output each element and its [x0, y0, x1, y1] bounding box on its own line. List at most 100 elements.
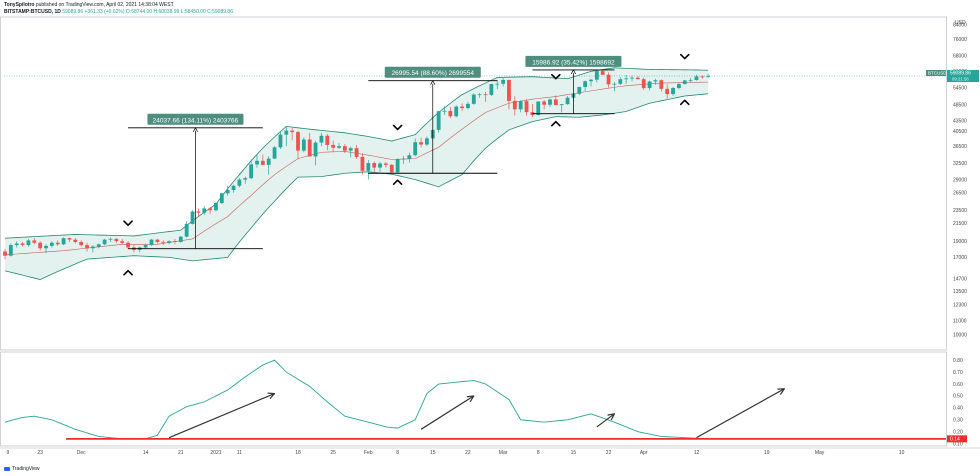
- indicator-pane-frame: [0, 351, 947, 447]
- candle: [161, 240, 166, 246]
- candle: [348, 146, 353, 158]
- candle: [688, 77, 693, 83]
- chevron-down-marker: [679, 53, 690, 60]
- high-value: H:60038.99: [153, 9, 180, 15]
- price-axis-tick-label: 54500: [953, 86, 967, 92]
- candle: [173, 238, 177, 245]
- candle-body: [8, 245, 13, 256]
- price-axis-tick-label: 32500: [953, 161, 967, 167]
- indicator-axis-tick-label: 0.60: [953, 382, 963, 388]
- price-axis-tick-label: 23500: [953, 208, 967, 214]
- candle-body: [577, 86, 582, 94]
- candle-body: [407, 155, 412, 159]
- price-range-annotation[interactable]: 26995.54 (88.60%) 2699554: [368, 66, 498, 174]
- candle-body: [243, 178, 248, 180]
- candle: [325, 133, 330, 151]
- candle-body: [653, 80, 658, 82]
- candle: [413, 138, 418, 157]
- candle: [114, 238, 119, 243]
- candle: [26, 238, 31, 247]
- candle-body: [272, 147, 277, 159]
- candle: [272, 146, 277, 160]
- candle: [583, 80, 588, 92]
- price-pane[interactable]: 24037.66 (134.11%) 2403766 26995.54 (88.6…: [3, 53, 946, 280]
- candle: [565, 96, 570, 105]
- bandwidth-line: [4, 359, 709, 440]
- candle-body: [618, 79, 623, 84]
- candle: [483, 91, 488, 102]
- candle: [507, 79, 511, 110]
- price-axis-tick-label: 10000: [953, 332, 967, 338]
- candle: [243, 176, 248, 184]
- candle: [196, 208, 201, 217]
- annotation-label-box: [147, 113, 244, 125]
- publisher-line: TonySpilotro published on TradingView.co…: [4, 2, 174, 9]
- candle: [342, 144, 347, 154]
- candle-body: [565, 97, 570, 105]
- candle-body: [202, 208, 207, 213]
- annotation-label-box: [525, 55, 622, 67]
- candle-body: [55, 242, 60, 245]
- candle-body: [677, 84, 681, 89]
- candle-body: [630, 77, 634, 79]
- candle-body: [518, 101, 523, 110]
- candle-body: [167, 241, 171, 243]
- price-axis-tick-label: 76000: [953, 37, 967, 43]
- candle-body: [266, 158, 271, 165]
- candle: [700, 75, 705, 79]
- price-axis-tick-label: 12300: [953, 302, 967, 308]
- tradingview-logo-icon: [4, 467, 10, 471]
- candle: [296, 130, 300, 159]
- price-range-annotation[interactable]: 15986.92 (35.42%) 1598692: [525, 55, 622, 115]
- candle: [706, 73, 711, 78]
- candle: [360, 153, 365, 175]
- time-axis-tick-label: Dec: [77, 450, 86, 456]
- candle: [395, 158, 400, 174]
- candle-body: [466, 103, 470, 109]
- candle-body: [700, 76, 705, 78]
- candle: [44, 244, 48, 254]
- candle: [120, 238, 125, 245]
- candle-body: [589, 79, 593, 82]
- candle: [55, 240, 60, 246]
- candle-body: [559, 104, 564, 106]
- time-axis-tick-label: 25: [330, 450, 336, 456]
- chevron-up-marker: [123, 269, 133, 276]
- indicator-axis-tick-label: 0.40: [953, 406, 963, 412]
- candle: [489, 83, 494, 97]
- candle-body: [600, 71, 605, 75]
- time-axis-tick-label: 19: [764, 450, 770, 456]
- symbol-tag-box: [926, 69, 946, 76]
- time-axis-tick-label: 22: [465, 450, 471, 456]
- price-axis-tick-label: 26500: [953, 191, 967, 197]
- candle: [266, 156, 271, 175]
- time-axis-tick-label: 11: [237, 450, 242, 456]
- candle: [225, 185, 230, 196]
- candle: [477, 92, 482, 98]
- candle: [8, 243, 13, 257]
- candle-body: [225, 190, 230, 194]
- candle: [677, 82, 681, 90]
- trend-arrow: [696, 388, 785, 439]
- time-axis-tick-label: Feb: [364, 450, 373, 456]
- candle-body: [313, 142, 318, 157]
- candle: [126, 241, 130, 250]
- indicator-pane[interactable]: [4, 359, 946, 440]
- trend-arrow-shaft: [420, 395, 475, 430]
- candle-body: [214, 202, 218, 211]
- price-axis-tick-label: 21500: [953, 221, 967, 227]
- candle-body: [477, 94, 482, 96]
- price-pane-frame: [0, 16, 947, 351]
- chevron-up-marker: [392, 179, 403, 185]
- candle: [454, 105, 459, 118]
- chevron-up-marker: [679, 99, 690, 106]
- indicator-axis-tick-label: 0.10: [953, 441, 963, 447]
- candle-body: [49, 242, 54, 246]
- candle: [237, 178, 242, 188]
- candle: [49, 241, 54, 248]
- candle-body: [501, 79, 505, 84]
- candle: [96, 243, 101, 249]
- price-range-annotation[interactable]: 24037.66 (134.11%) 2403766: [128, 113, 263, 250]
- candle: [20, 241, 25, 247]
